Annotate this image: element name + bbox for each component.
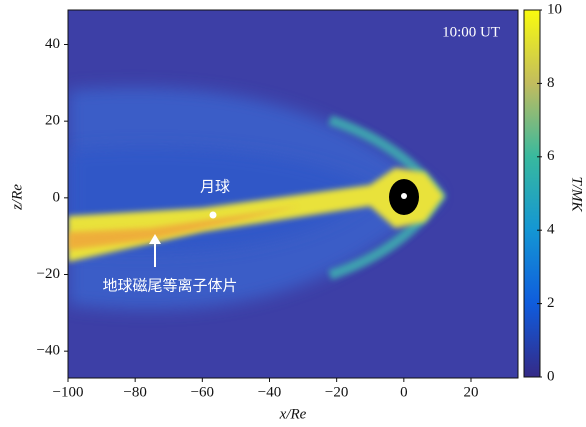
- colorbar-label: T/MK: [569, 176, 585, 212]
- y-tick-label: 20: [45, 113, 60, 129]
- x-tick-label: −20: [325, 384, 348, 400]
- moon: [209, 211, 217, 219]
- colorbar-tick-label: 2: [547, 295, 555, 311]
- plasma-sheet-label: 地球磁尾等离子体片: [102, 276, 237, 294]
- heatmap-field: [68, 10, 518, 378]
- plot-frame: [67, 9, 519, 379]
- x-axis-label: x/Re: [279, 406, 307, 422]
- earth-center: [401, 193, 407, 199]
- x-tick-label: −60: [191, 384, 214, 400]
- colorbar-tick-label: 4: [547, 222, 555, 238]
- y-axis-label: z/Re: [9, 184, 25, 211]
- x-tick-label: −80: [123, 384, 146, 400]
- x-tick-label: −40: [258, 384, 281, 400]
- colorbar-tick-label: 10: [547, 1, 562, 17]
- x-tick-label: −100: [53, 384, 84, 400]
- annotation: 10:00 UT: [442, 24, 500, 40]
- colorbar-tick-label: 6: [547, 148, 555, 164]
- y-tick-label: 40: [45, 36, 60, 52]
- y-tick-label: −20: [37, 266, 60, 282]
- colorbar: [523, 9, 541, 378]
- x-tick-label: 0: [400, 384, 408, 400]
- y-tick-label: −40: [37, 343, 60, 359]
- moon-label: 月球: [200, 178, 230, 195]
- x-tick-label: 20: [463, 384, 478, 400]
- colorbar-tick-label: 0: [547, 368, 555, 384]
- arrow-head: [149, 234, 161, 244]
- y-tick-label: 0: [53, 189, 61, 205]
- colorbar-tick-label: 8: [547, 75, 555, 91]
